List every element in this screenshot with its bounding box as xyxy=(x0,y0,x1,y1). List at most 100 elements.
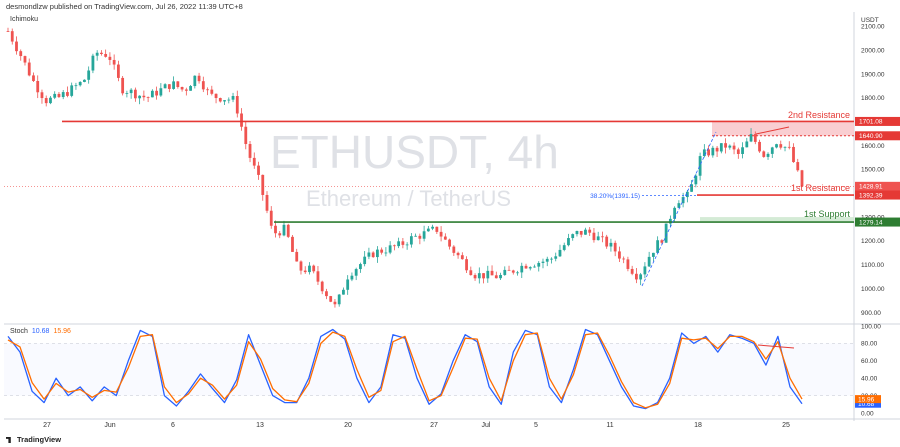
candle xyxy=(376,246,379,263)
candle-body xyxy=(516,272,519,274)
candle-body xyxy=(142,95,146,98)
candle xyxy=(308,262,311,275)
price-badge-resistance[interactable]: 1392.39 xyxy=(855,190,900,200)
stoch-legend[interactable]: Stoch 10.68 15.96 xyxy=(10,328,71,335)
candle xyxy=(53,91,57,100)
candle-body xyxy=(19,51,23,57)
candle xyxy=(380,247,384,255)
candle-body xyxy=(223,100,226,102)
candle-body xyxy=(159,88,163,96)
candle-body xyxy=(550,258,553,260)
candle-body xyxy=(639,274,643,280)
candle xyxy=(562,242,566,252)
candle xyxy=(70,82,74,98)
candle xyxy=(167,84,171,93)
price-tick: 1800.00 xyxy=(861,95,885,102)
candle xyxy=(758,139,761,153)
candle-body xyxy=(465,259,468,271)
stoch-d-badge[interactable]: 15.96 xyxy=(855,395,881,403)
price-badge-resistance[interactable]: 1701.08 xyxy=(855,116,900,126)
candle xyxy=(10,28,14,45)
candle-body xyxy=(70,85,74,96)
candle xyxy=(494,271,498,279)
candle-body xyxy=(422,231,426,239)
candle xyxy=(567,233,570,247)
candle xyxy=(524,263,528,269)
candle-body xyxy=(456,252,460,256)
candle-body xyxy=(95,52,99,56)
candle-body xyxy=(494,275,498,279)
candle-body xyxy=(732,145,736,150)
stoch-tick: 80.00 xyxy=(861,341,878,348)
candle xyxy=(333,299,337,308)
indicator-label[interactable]: Ichimoku xyxy=(10,16,39,23)
candle xyxy=(728,144,732,150)
candle xyxy=(520,262,524,279)
candle xyxy=(15,36,18,55)
candle-body xyxy=(651,252,655,257)
candle-body xyxy=(231,96,235,100)
candle xyxy=(87,66,91,84)
candle xyxy=(673,206,677,222)
time-tick: 25 xyxy=(782,422,790,429)
candle xyxy=(792,143,795,163)
candle xyxy=(146,96,150,103)
price-tick: 2000.00 xyxy=(861,47,885,54)
candle xyxy=(656,236,660,253)
stoch-d-line xyxy=(7,331,803,409)
candle xyxy=(354,267,358,281)
candle xyxy=(257,161,260,180)
time-tick: 13 xyxy=(256,422,264,429)
candle xyxy=(787,141,791,150)
candle xyxy=(57,91,61,98)
candle-body xyxy=(100,52,103,54)
candle-body xyxy=(533,266,536,268)
candle-body xyxy=(643,266,647,275)
candle xyxy=(596,231,600,241)
candle-body xyxy=(605,236,609,247)
candle-body xyxy=(486,270,490,279)
candle xyxy=(125,90,129,98)
price-badge-support[interactable]: 1279.14 xyxy=(855,217,900,227)
candle xyxy=(698,152,702,181)
candle xyxy=(783,146,787,152)
candle xyxy=(138,95,142,105)
candle xyxy=(83,79,86,83)
candle-body xyxy=(337,294,341,305)
price-badge-value: 1392.39 xyxy=(859,192,883,199)
candle-body xyxy=(694,175,698,185)
tradingview-logo[interactable]: TradingView xyxy=(6,435,61,444)
candle xyxy=(337,293,341,307)
candle xyxy=(201,76,205,93)
candle xyxy=(286,223,290,239)
candle-body xyxy=(66,92,69,96)
candle xyxy=(660,239,664,245)
time-tick: 5 xyxy=(534,422,538,429)
candle-body xyxy=(630,268,634,274)
candle xyxy=(180,86,184,92)
price-badge-bg xyxy=(855,131,900,141)
candle xyxy=(129,88,133,99)
candle xyxy=(651,252,655,262)
candle-body xyxy=(490,270,494,276)
candle-body xyxy=(766,153,770,157)
candle xyxy=(486,265,490,283)
fib-trend-line xyxy=(641,131,717,287)
second-resistance-label: 2nd Resistance xyxy=(788,110,850,120)
stoch-k-badge[interactable]: 10.68 xyxy=(855,399,881,408)
candle-body xyxy=(690,184,694,192)
candle xyxy=(647,251,651,267)
candle-body xyxy=(482,273,485,279)
candle xyxy=(405,242,409,250)
candle-body xyxy=(452,246,456,253)
candle xyxy=(770,146,774,158)
candle xyxy=(422,225,426,242)
candle-body xyxy=(397,241,401,247)
candle-body xyxy=(558,249,562,257)
candle xyxy=(741,142,744,159)
divergence-stoch-line xyxy=(757,344,795,349)
price-badge-resistance[interactable]: 1640.90 xyxy=(855,131,900,141)
candle-body xyxy=(286,224,290,237)
price-tick: 1500.00 xyxy=(861,167,885,174)
